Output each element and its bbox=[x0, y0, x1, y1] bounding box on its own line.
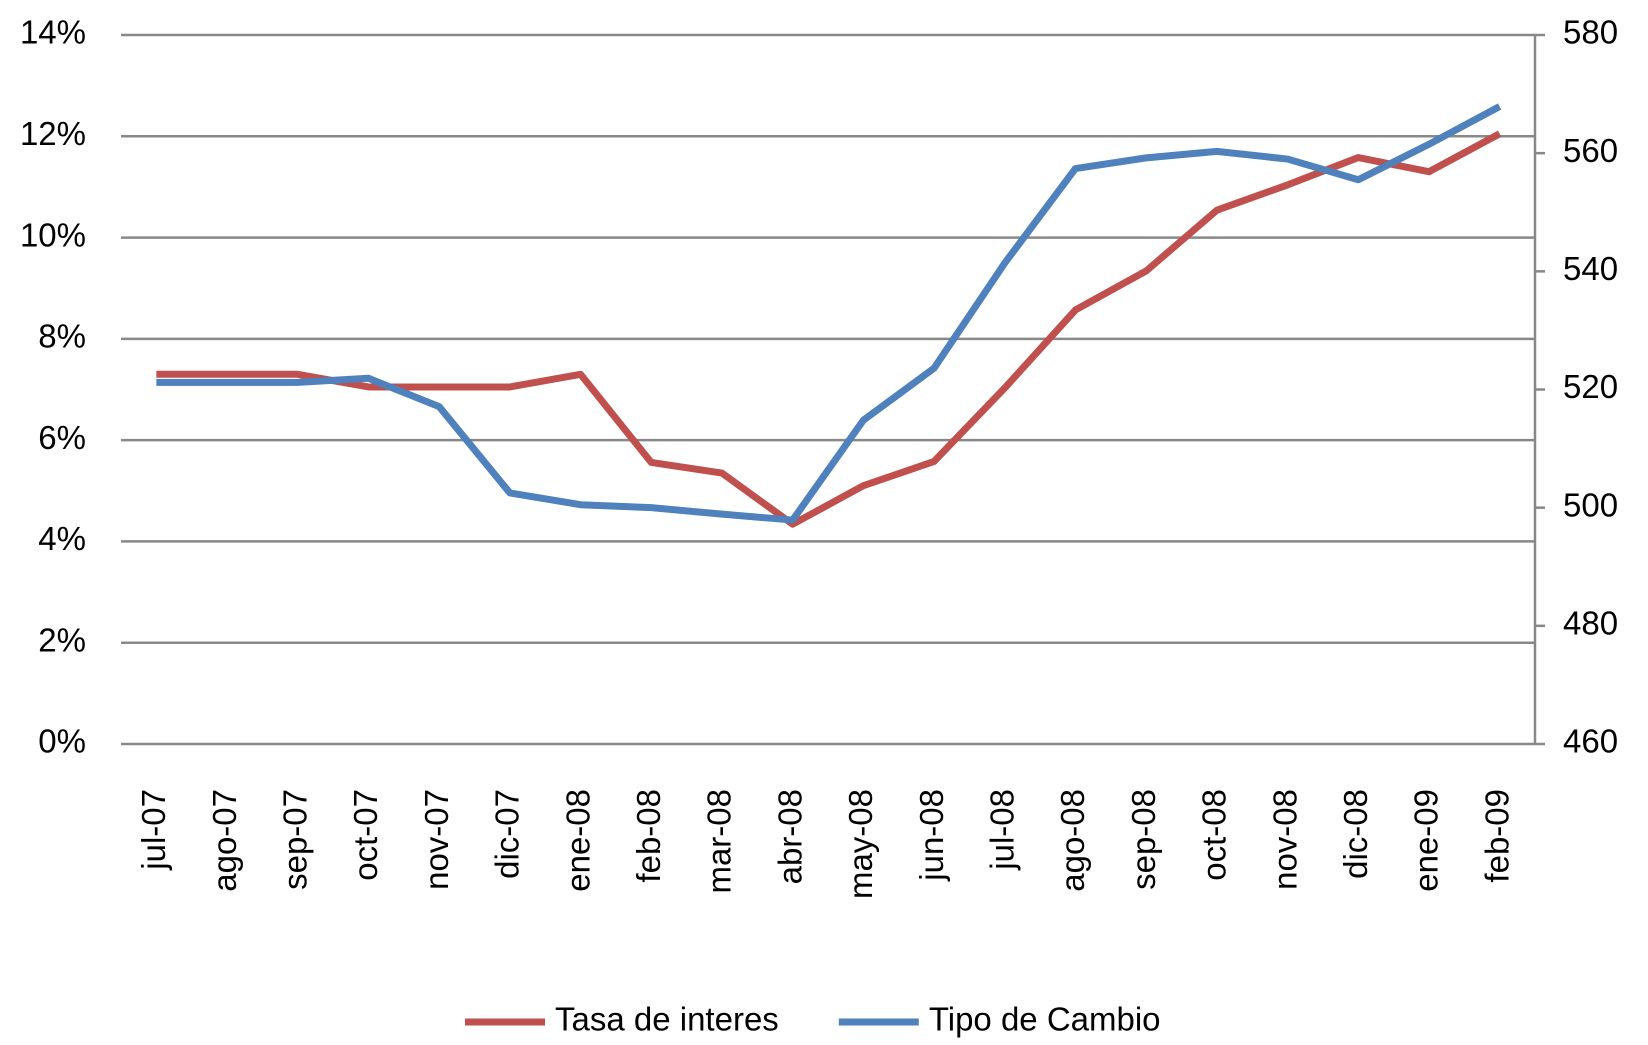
x-tick-label: oct-07 bbox=[347, 789, 384, 881]
y2-tick-label: 500 bbox=[1563, 486, 1618, 523]
x-tick-label: nov-08 bbox=[1266, 789, 1303, 890]
x-tick-label: may-08 bbox=[842, 789, 879, 899]
series-line bbox=[156, 130, 1502, 528]
y-tick-label: 0% bbox=[38, 723, 86, 760]
x-tick-label: ago-07 bbox=[206, 789, 243, 892]
x-tick-label: feb-08 bbox=[630, 789, 667, 883]
x-tick-label: dic-07 bbox=[489, 789, 526, 879]
legend-label: Tasa de interes bbox=[555, 1001, 779, 1038]
x-tick-label: jun-08 bbox=[913, 789, 950, 882]
x-tick-label: sep-08 bbox=[1125, 789, 1162, 890]
x-tick-label: feb-09 bbox=[1478, 789, 1515, 883]
x-tick-label: abr-08 bbox=[771, 789, 808, 884]
y-tick-label: 2% bbox=[38, 621, 86, 658]
y2-tick-label: 480 bbox=[1563, 605, 1618, 642]
x-tick-label: sep-07 bbox=[276, 789, 313, 890]
x-tick-label: ene-08 bbox=[559, 789, 596, 892]
x-tick-label: jul-07 bbox=[135, 789, 172, 871]
x-tick-label: oct-08 bbox=[1196, 789, 1233, 881]
y-tick-label: 6% bbox=[38, 419, 86, 456]
y-tick-label: 14% bbox=[20, 14, 86, 51]
y-tick-label: 12% bbox=[20, 115, 86, 152]
y2-tick-label: 560 bbox=[1563, 132, 1618, 169]
x-tick-label: dic-08 bbox=[1337, 789, 1374, 879]
series-line bbox=[156, 103, 1502, 524]
x-tick-label: ago-08 bbox=[1054, 789, 1091, 892]
x-tick-label: mar-08 bbox=[701, 789, 738, 894]
y-tick-label: 10% bbox=[20, 216, 86, 253]
x-tick-label: nov-07 bbox=[418, 789, 455, 890]
y2-tick-label: 460 bbox=[1563, 723, 1618, 760]
y2-tick-label: 540 bbox=[1563, 250, 1618, 287]
legend-label: Tipo de Cambio bbox=[929, 1001, 1161, 1038]
x-tick-label: ene-09 bbox=[1408, 789, 1445, 892]
y-tick-label: 4% bbox=[38, 520, 86, 557]
y-tick-label: 8% bbox=[38, 318, 86, 355]
y2-tick-label: 580 bbox=[1563, 14, 1618, 51]
y2-tick-label: 520 bbox=[1563, 368, 1618, 405]
x-tick-label: jul-08 bbox=[983, 789, 1020, 871]
